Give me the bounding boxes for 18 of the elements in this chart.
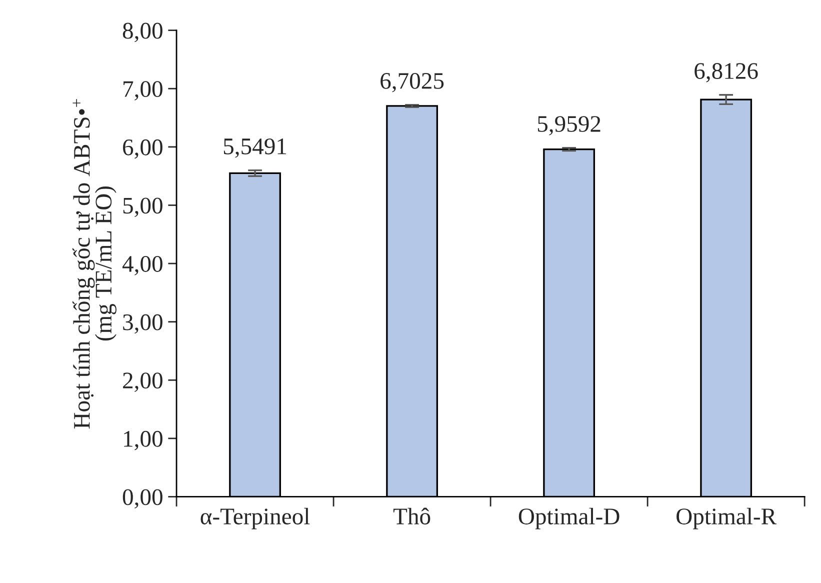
y-tick-label: 3,00 [123, 314, 162, 334]
y-tick-label: 6,00 [123, 139, 162, 159]
y-tick-label: 4,00 [122, 256, 162, 276]
y-tick-label: 0,00 [122, 489, 162, 509]
y-tick-label: 5,00 [123, 198, 162, 218]
x-tick-label: Thô [393, 508, 430, 524]
data-label: 5,9592 [538, 116, 600, 136]
x-tick-label: Optimal-D [518, 508, 620, 530]
y-tick-label: 8,00 [122, 22, 162, 42]
y-tick-label: 2,00 [123, 372, 162, 392]
data-label: 6,8126 [694, 63, 758, 82]
text: Hoạt tính chống gốc tự do ABTS•$^{+}$ (mg TE/mL EO) [72, 99, 116, 429]
y-tick-label: 1,00 [124, 430, 162, 450]
data-label: 6,7025 [380, 72, 444, 92]
x-tick-label: Optimal-R [676, 508, 777, 530]
x-tick-label: α-Terpineol [200, 508, 310, 530]
data-label: 5,5491 [224, 138, 286, 158]
y-tick-label: 7,00 [124, 81, 162, 100]
